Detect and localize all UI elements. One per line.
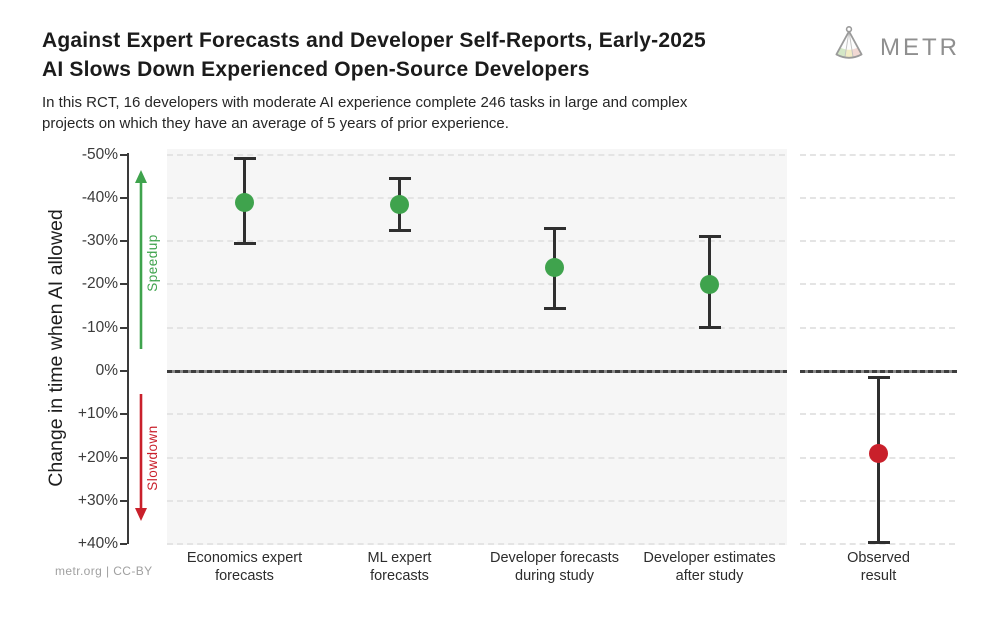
gridline: [800, 196, 955, 199]
speedup-slowdown-arrows: [135, 170, 147, 521]
gridline: [167, 543, 785, 546]
y-tick-mark: [120, 283, 127, 286]
error-bar-cap-top: [388, 176, 411, 180]
gridline: [800, 240, 955, 243]
zero-line: [800, 369, 957, 373]
title-line-1: Against Expert Forecasts and Developer S…: [42, 29, 706, 52]
chart-subtitle: In this RCT, 16 developers with moderate…: [42, 92, 687, 134]
y-tick-label: -20%: [81, 275, 118, 293]
forecast-panel: [167, 149, 787, 545]
y-tick-label: +20%: [77, 448, 118, 466]
y-tick-mark: [120, 413, 127, 416]
subtitle-line-1: In this RCT, 16 developers with moderate…: [42, 94, 688, 111]
error-bar-cap-bottom: [233, 241, 256, 245]
gridline: [167, 456, 785, 459]
category-label: Developer estimates after study: [643, 550, 776, 584]
gridline: [800, 326, 955, 329]
y-tick-label: 0%: [95, 362, 118, 379]
data-point: [390, 194, 409, 214]
data-point: [235, 192, 254, 212]
gridline: [167, 326, 785, 329]
error-bar-cap-top: [543, 226, 566, 230]
gridline: [800, 153, 955, 156]
category-label: Economics expert forecasts: [186, 550, 303, 584]
error-bar-cap-top: [698, 235, 721, 239]
error-bar-cap-top: [867, 375, 890, 379]
y-tick-mark: [120, 370, 127, 372]
data-point: [869, 443, 888, 463]
gridline: [167, 153, 785, 156]
category-label: ML expert forecasts: [367, 550, 432, 584]
data-point: [700, 274, 719, 294]
error-bar-cap-bottom: [543, 306, 566, 310]
error-bar-cap-top: [233, 157, 256, 161]
zero-line: [167, 369, 787, 373]
title-line-2: AI Slows Down Experienced Open-Source De…: [42, 58, 590, 81]
gridline: [800, 283, 955, 286]
y-tick-label: +10%: [77, 405, 118, 423]
y-tick-mark: [120, 456, 127, 459]
gridline: [800, 543, 955, 546]
gridline: [167, 240, 785, 243]
slowdown-label: Slowdown: [145, 425, 160, 491]
error-bar-cap-bottom: [388, 228, 411, 232]
category-label: Developer forecasts during study: [490, 550, 619, 584]
y-tick-mark: [120, 153, 127, 156]
data-point: [545, 257, 564, 277]
y-tick-mark: [120, 196, 127, 199]
error-bar-cap-bottom: [698, 326, 721, 330]
y-tick-label: -10%: [81, 318, 118, 336]
y-tick-label: +40%: [77, 535, 118, 553]
slowdown-arrow-icon: [135, 394, 147, 521]
metr-fan-icon: [827, 24, 871, 71]
y-tick-label: -50%: [81, 145, 118, 163]
metr-logo: METR: [827, 24, 960, 71]
error-bar-cap-bottom: [867, 540, 890, 544]
gridline: [167, 413, 785, 416]
speedup-arrow-icon: [135, 170, 147, 349]
category-label: Observed result: [847, 550, 910, 584]
gridline: [167, 499, 785, 502]
y-tick-mark: [120, 543, 127, 546]
y-tick-mark: [120, 499, 127, 502]
subtitle-line-2: projects on which they have an average o…: [42, 115, 509, 132]
gridline: [167, 196, 785, 199]
gridline: [167, 283, 785, 286]
y-axis-spine: [127, 153, 129, 544]
page-title: Against Expert Forecasts and Developer S…: [42, 26, 706, 84]
speedup-label: Speedup: [145, 234, 160, 292]
y-tick-mark: [120, 240, 127, 243]
y-tick-mark: [120, 326, 127, 329]
metr-logo-text: METR: [880, 33, 960, 61]
attribution: metr.org | CC-BY: [55, 564, 153, 578]
y-tick-label: -30%: [81, 232, 118, 250]
y-tick-label: +30%: [77, 491, 118, 509]
y-tick-label: -40%: [81, 188, 118, 206]
